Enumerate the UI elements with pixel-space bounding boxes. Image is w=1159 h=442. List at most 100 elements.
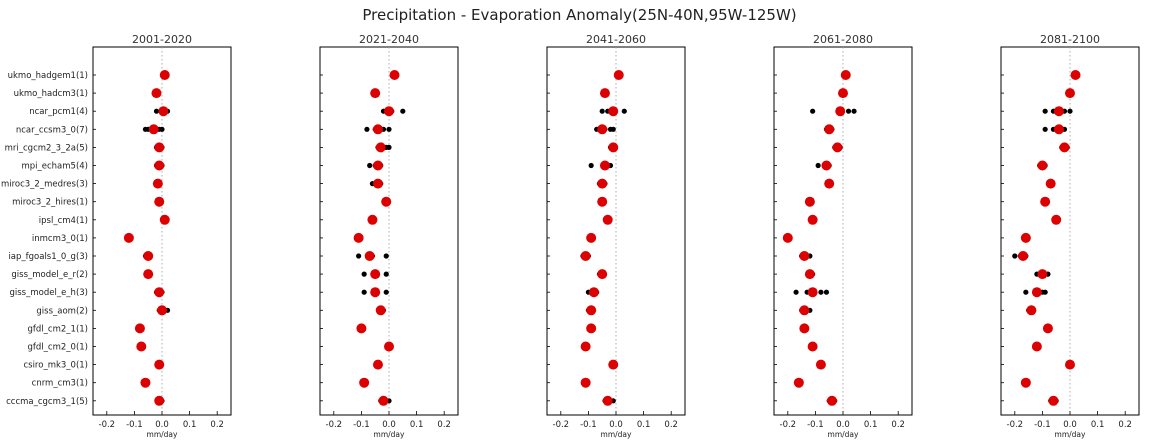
member-point (1067, 108, 1073, 114)
member-point (845, 108, 852, 114)
model-label: mri_cgcm2_3_2a(5) (5, 143, 88, 153)
ensemble-mean-point (804, 196, 815, 207)
ensemble-mean-point (378, 395, 389, 406)
ensemble-mean-point (807, 287, 818, 298)
ensemble-mean-point (370, 287, 381, 298)
ensemble-mean-point (804, 269, 815, 280)
chart-title: Precipitation - Evaporation Anomaly(25N-… (362, 6, 796, 24)
ensemble-mean-point (1031, 341, 1042, 352)
model-label: ipsl_cm4(1) (39, 216, 88, 226)
ensemble-mean-point (1042, 323, 1053, 334)
x-tick-label: -0.2 (99, 420, 116, 430)
ensemble-mean-point (586, 232, 597, 243)
model-label: ukmo_hadgem1(1) (8, 71, 88, 81)
ensemble-mean-point (1059, 142, 1070, 153)
ensemble-mean-point (372, 359, 383, 370)
model-label: gfdl_cm2_1(1) (28, 324, 88, 334)
ensemble-mean-point (154, 395, 165, 406)
ensemble-mean-point (807, 214, 818, 225)
ensemble-mean-point (1045, 178, 1056, 189)
panel-title: 2081-2100 (1040, 33, 1100, 46)
ensemble-mean-point (1053, 106, 1064, 117)
x-tick-label: -0.1 (580, 420, 597, 430)
x-tick-label: -0.2 (780, 420, 797, 430)
member-point (588, 162, 594, 169)
ensemble-mean-point (154, 359, 165, 370)
member-point (793, 289, 799, 295)
ensemble-mean-point (143, 269, 154, 280)
ensemble-mean-point (799, 251, 810, 261)
ensemble-mean-point (832, 142, 843, 153)
x-tick-label: 0.0 (609, 420, 623, 430)
ensemble-mean-point (159, 214, 170, 225)
ensemble-mean-point (143, 251, 154, 261)
model-label: cccma_cgcm3_1(5) (6, 397, 88, 407)
ensemble-mean-point (588, 287, 599, 298)
panel-2061-2080: 2061-2080 -0.2 -0.1 0.0 0.1 0.2 (773, 33, 913, 430)
ensemble-mean-point (384, 106, 394, 117)
model-label: cnrm_cm3(1) (32, 379, 88, 389)
ensemble-mean-point (353, 232, 364, 243)
ensemble-mean-point (148, 124, 159, 135)
model-label: iap_fgoals1_0_g(3) (8, 252, 88, 262)
model-label: giss_model_e_r(2) (11, 270, 88, 280)
ensemble-mean-point (151, 88, 162, 99)
ensemble-mean-point (838, 88, 848, 99)
member-point (815, 162, 821, 169)
ensemble-mean-point (123, 232, 134, 243)
ensemble-mean-point (375, 142, 386, 153)
ensemble-mean-point (389, 70, 400, 80)
member-point (851, 108, 857, 114)
x-tick-label: -0.1 (1034, 420, 1051, 430)
panel-title: 2041-2060 (586, 33, 646, 46)
x-axis-label: mm/day (147, 430, 178, 439)
x-tick-label: 0.0 (1063, 420, 1077, 430)
panel-title: 2061-2080 (813, 33, 873, 46)
ensemble-mean-point (372, 124, 383, 135)
ensemble-mean-point (613, 70, 624, 80)
x-tick-label: 0.0 (382, 420, 396, 430)
member-point (383, 289, 389, 295)
ensemble-mean-point (793, 377, 804, 388)
x-tick-label: 0.1 (1091, 420, 1105, 430)
member-point (1023, 289, 1029, 295)
ensemble-mean-point (580, 341, 591, 352)
model-label: ukmo_hadcm3(1) (14, 89, 88, 99)
model-label: csiro_mk3_0(1) (23, 361, 88, 371)
x-tick-label: 0.2 (664, 420, 678, 430)
ensemble-mean-point (159, 70, 170, 80)
member-point (383, 253, 389, 259)
ensemble-mean-point (1026, 305, 1037, 316)
ensemble-mean-point (840, 70, 851, 80)
x-axis-label: mm/day (601, 430, 632, 439)
ensemble-mean-point (799, 323, 810, 334)
ensemble-mean-point (356, 323, 367, 334)
x-tick-label: 0.1 (864, 420, 878, 430)
ensemble-mean-point (1018, 251, 1029, 261)
ensemble-mean-point (1070, 70, 1081, 80)
ensemble-mean-point (815, 359, 826, 370)
x-tick-label: -0.1 (353, 420, 370, 430)
x-tick-label: 0.2 (210, 420, 224, 430)
ensemble-mean-point (154, 196, 165, 207)
ensemble-mean-point (580, 377, 591, 388)
ensemble-mean-point (158, 106, 169, 117)
member-point (1042, 289, 1048, 295)
ensemble-mean-point (372, 178, 383, 189)
model-label: miroc3_2_medres(3) (1, 180, 88, 190)
member-point (1012, 253, 1018, 259)
model-label: giss_aom(2) (36, 306, 88, 316)
x-tick-label: -0.2 (1007, 420, 1024, 430)
member-point (1042, 126, 1048, 132)
ensemble-mean-point (824, 178, 835, 189)
ensemble-mean-point (1031, 287, 1042, 298)
ensemble-mean-point (597, 269, 608, 280)
ensemble-mean-point (824, 124, 835, 135)
ensemble-mean-point (370, 269, 381, 280)
member-point (818, 289, 824, 295)
ensemble-mean-point (597, 178, 608, 189)
ensemble-mean-point (384, 341, 394, 352)
ensemble-mean-point (359, 377, 370, 388)
member-point (810, 108, 816, 114)
